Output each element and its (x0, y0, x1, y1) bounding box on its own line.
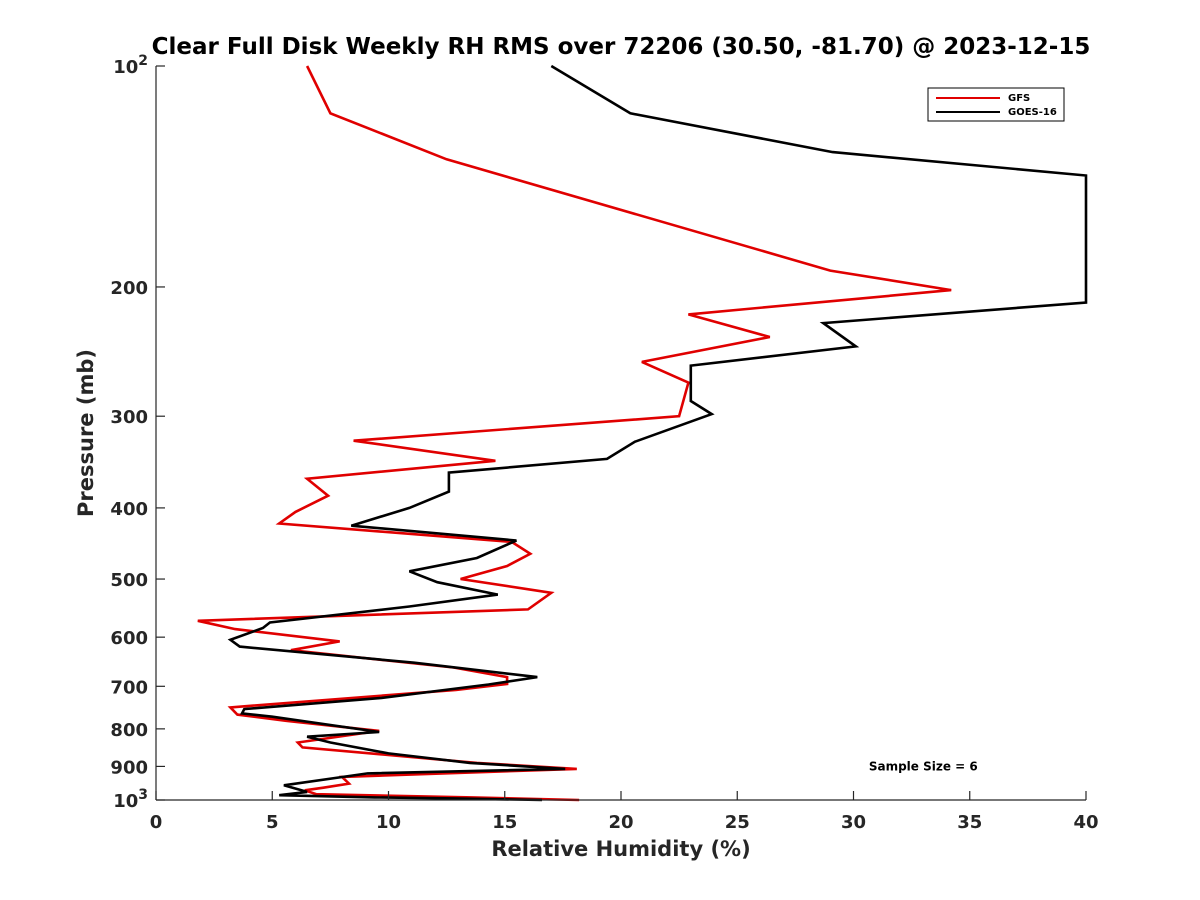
x-axis-ticks: 0 5 10 15 20 25 30 35 40 (150, 791, 1099, 833)
y-tick-label: 700 (110, 677, 148, 698)
x-tick-label: 40 (1073, 812, 1098, 833)
chart-title: Clear Full Disk Weekly RH RMS over 72206… (152, 34, 1091, 60)
y-tick-label: 200 (110, 278, 148, 299)
y-tick-label: 500 (110, 570, 148, 591)
x-tick-label: 15 (492, 812, 517, 833)
x-tick-label: 5 (266, 812, 279, 833)
x-tick-label: 20 (608, 812, 633, 833)
legend-box (927, 87, 1065, 122)
x-tick-label: 25 (725, 812, 750, 833)
x-tick-label: 0 (150, 812, 163, 833)
x-tick-label: 35 (957, 812, 982, 833)
y-tick-label: 400 (110, 499, 148, 520)
x-tick-label: 30 (841, 812, 866, 833)
y-tick-label: 800 (110, 720, 148, 741)
x-axis-label: Relative Humidity (%) (491, 837, 750, 861)
y-axis-label: Pressure (mb) (74, 349, 98, 517)
plot-area: 0 5 10 15 20 25 30 35 40 10220030040050060070080… (110, 53, 1098, 833)
axes-background (156, 66, 1086, 800)
y-tick-label: 900 (110, 757, 148, 778)
y-tick-label: 300 (110, 407, 148, 428)
legend-label-gfs: GFS (1008, 93, 1030, 104)
legend-label-goes16: GOES-16 (1008, 107, 1057, 118)
x-tick-label: 10 (376, 812, 401, 833)
y-tick-label: 600 (110, 628, 148, 649)
series-layer (197, 64, 1088, 802)
series-line-goes16 (227, 64, 1088, 802)
sample-size-annotation: Sample Size = 6 (869, 759, 978, 773)
legend: GFS GOES-16 (927, 87, 1065, 122)
